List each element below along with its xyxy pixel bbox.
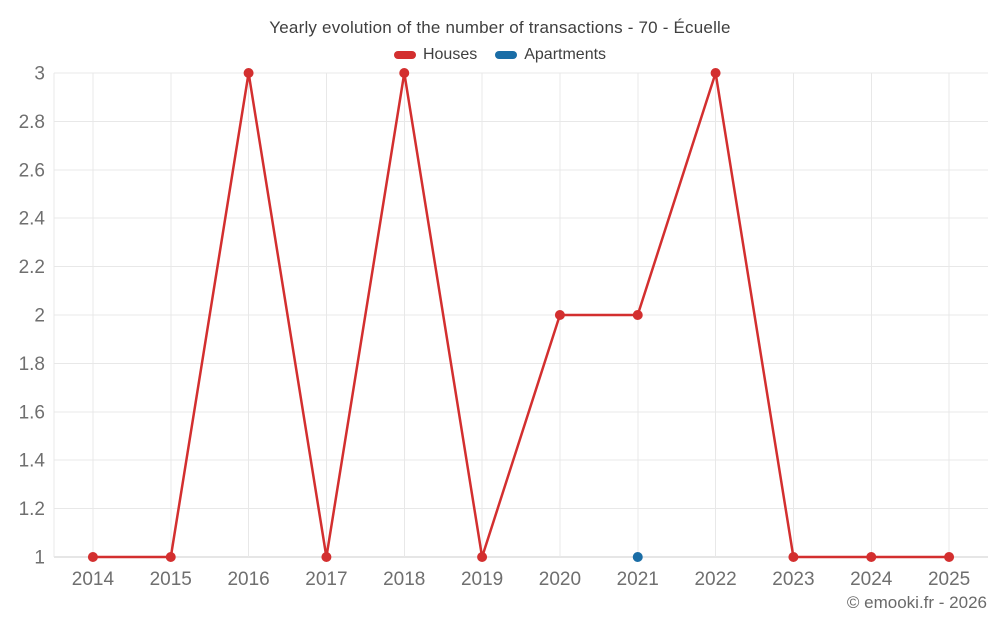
x-tick-label: 2022 (694, 569, 736, 590)
data-point-houses-2025[interactable] (944, 552, 955, 562)
x-tick-label: 2023 (772, 569, 814, 590)
data-point-houses-2017[interactable] (321, 552, 332, 562)
x-tick-label: 2021 (617, 569, 659, 590)
data-point-houses-2018[interactable] (399, 68, 410, 78)
y-tick-label: 2.6 (19, 160, 45, 181)
apartments-series-swatch-icon (495, 51, 518, 59)
data-point-apartments-2021[interactable] (632, 552, 643, 562)
y-tick-label: 2.2 (19, 257, 45, 278)
y-tick-label: 1 (34, 548, 45, 569)
series-line-houses (91, 71, 951, 559)
copyright-text: © emooki.fr - 2026 (846, 593, 987, 612)
data-point-houses-2024[interactable] (866, 552, 877, 562)
y-tick-label: 1.6 (19, 402, 45, 423)
x-tick-label: 2018 (383, 569, 425, 590)
chart-title: Yearly evolution of the number of transa… (269, 18, 731, 37)
houses-series-swatch-icon (393, 51, 416, 59)
data-point-houses-2019[interactable] (477, 552, 488, 562)
data-point-houses-2014[interactable] (87, 552, 98, 562)
x-tick-label: 2020 (539, 569, 581, 590)
x-tick-label: 2024 (850, 569, 893, 590)
y-tick-label: 2 (34, 306, 45, 327)
legend-label-apartments: Apartments (524, 46, 607, 63)
data-point-houses-2021[interactable] (632, 310, 643, 320)
x-tick-label: 2019 (461, 569, 503, 590)
y-tick-label: 1.8 (19, 354, 45, 375)
x-tick-label: 2014 (72, 569, 115, 590)
legend-label-houses: Houses (422, 46, 478, 63)
x-tick-label: 2015 (150, 569, 192, 590)
y-tick-label: 1.2 (19, 499, 45, 520)
x-tick-label: 2017 (305, 569, 347, 590)
y-tick-label: 2.4 (19, 209, 46, 230)
data-point-houses-2023[interactable] (788, 552, 799, 562)
legend: Houses Apartments (0, 46, 1000, 64)
data-point-houses-2016[interactable] (243, 68, 254, 78)
legend-item-apartments[interactable]: Apartments (495, 46, 606, 64)
data-point-houses-2015[interactable] (165, 552, 176, 562)
x-tick-label: 2016 (227, 569, 269, 590)
y-tick-label: 2.8 (19, 112, 45, 133)
y-tick-label: 3 (34, 64, 45, 85)
data-point-houses-2022[interactable] (710, 68, 721, 78)
legend-item-houses[interactable]: Houses (393, 46, 478, 64)
x-tick-label: 2025 (928, 569, 970, 590)
data-point-houses-2020[interactable] (554, 310, 565, 320)
y-tick-label: 1.4 (19, 451, 46, 472)
